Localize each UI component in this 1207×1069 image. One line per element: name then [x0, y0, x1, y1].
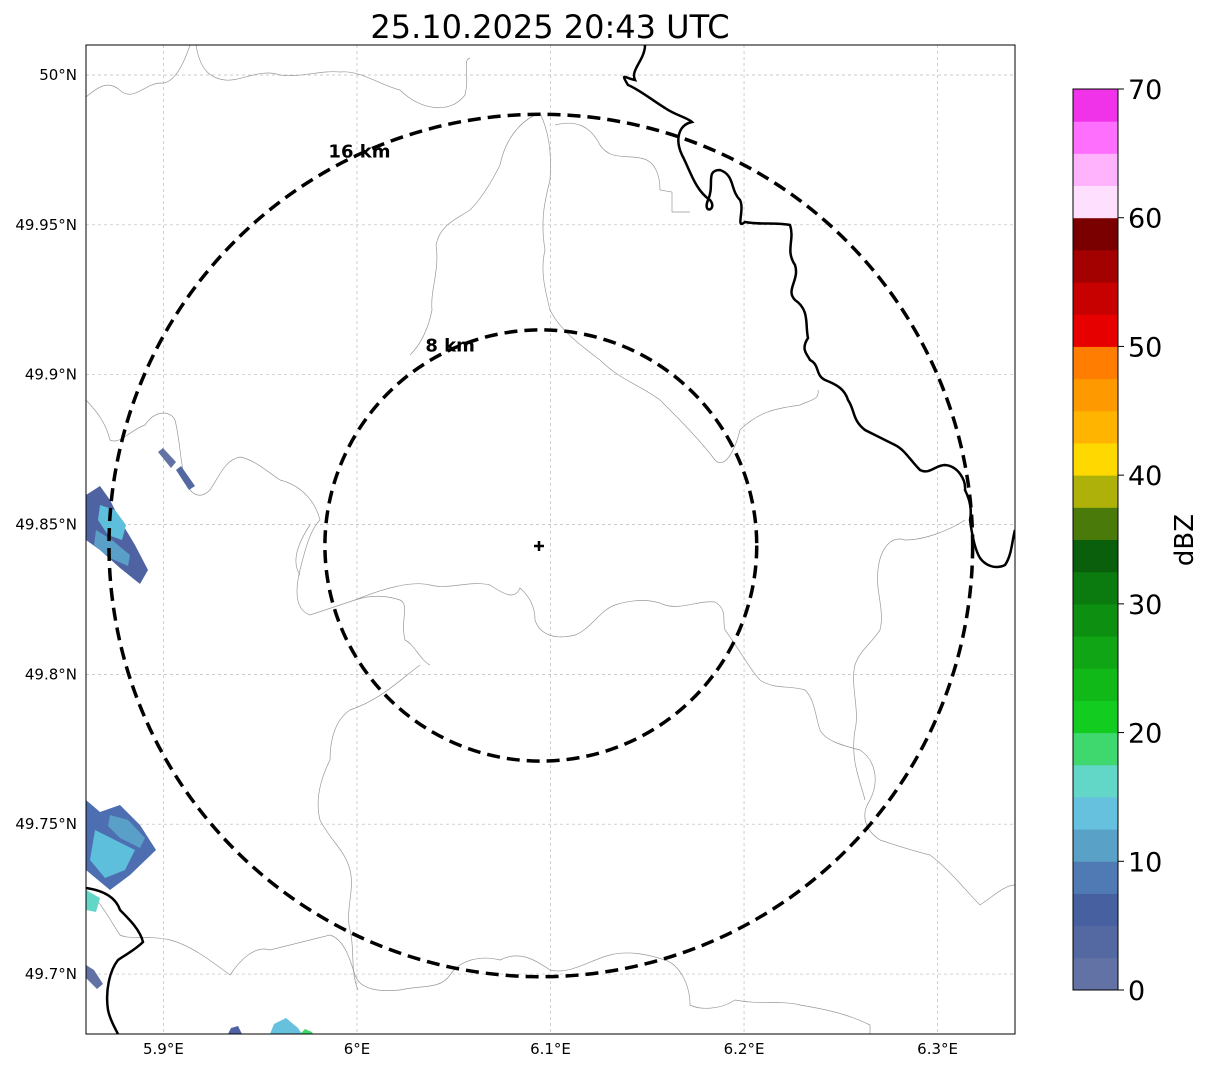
- colorbar-frame: [1072, 88, 1119, 991]
- colorbar-segment: [1073, 571, 1118, 605]
- colorbar-segment: [1073, 217, 1118, 251]
- rain-cell-sw-small: [86, 965, 103, 989]
- gridlines: [86, 45, 1015, 1034]
- country-borders: [86, 45, 1015, 1034]
- colorbar-tick-label: 40: [1128, 461, 1162, 492]
- colorbar-segment: [1073, 893, 1118, 927]
- latitude-tick-labels: 50°N 49.95°N 49.9°N 49.85°N 49.8°N 49.75°N 49.…: [15, 66, 77, 983]
- colorbar-ticks: 0 10 20 30 40 50 60 70: [1118, 75, 1162, 1007]
- colorbar-segment: [1073, 861, 1118, 894]
- colorbar-segment: [1073, 314, 1118, 347]
- border-north-east: [622, 45, 1015, 569]
- boundary-west-lobe: [86, 399, 431, 666]
- colorbar-segment: [1073, 442, 1118, 476]
- lat-tick-label: 49.7°N: [25, 965, 77, 983]
- colorbar-tick-label: 10: [1128, 847, 1162, 878]
- colorbar-segment: [1073, 539, 1118, 573]
- boundary-central-north: [409, 112, 541, 356]
- lon-tick-label: 6.2°E: [724, 1040, 765, 1058]
- colorbar-segment: [1073, 732, 1118, 766]
- colorbar-segment: [1073, 764, 1118, 798]
- lon-tick-label: 6°E: [344, 1040, 371, 1058]
- rain-cell-sw-edge: [86, 890, 100, 912]
- rain-cell-west-mid: [94, 530, 130, 566]
- colorbar-segment: [1073, 249, 1118, 283]
- colorbar-segment: [1073, 121, 1118, 154]
- colorbar-segments: [1073, 89, 1118, 991]
- lat-tick-label: 49.8°N: [25, 665, 77, 683]
- boundary-south-mid: [399, 952, 736, 1009]
- boundary-north-centre: [195, 45, 471, 108]
- colorbar-segment: [1073, 700, 1118, 734]
- boundary-south-east: [724, 629, 1015, 906]
- radar-site-marker: [534, 541, 544, 551]
- rain-cell-south-3: [300, 1029, 313, 1034]
- colorbar-segment: [1073, 925, 1118, 959]
- boundary-west-edge: [295, 524, 311, 576]
- colorbar-segment: [1073, 378, 1118, 412]
- lat-tick-label: 49.75°N: [15, 815, 77, 833]
- colorbar-segment: [1073, 796, 1118, 830]
- range-ring-16km: [107, 112, 975, 979]
- colorbar-tick-label: 20: [1128, 719, 1162, 750]
- map-title: 25.10.2025 20:43 UTC: [370, 8, 729, 46]
- range-ring-8km: [323, 328, 759, 763]
- boundary-central-spine: [539, 112, 819, 463]
- colorbar: 0 10 20 30 40 50 60 70 dBZ: [1072, 75, 1200, 1007]
- range-ring-label: 8 km: [425, 335, 475, 356]
- boundary-east: [853, 519, 966, 801]
- lat-tick-label: 50°N: [39, 66, 77, 84]
- colorbar-segment: [1073, 282, 1118, 315]
- colorbar-segment: [1073, 636, 1118, 669]
- rain-cells: [86, 448, 313, 1034]
- lat-tick-label: 49.85°N: [15, 516, 77, 534]
- admin-boundaries: [86, 45, 1015, 1034]
- boundary-central-south: [354, 583, 726, 638]
- rain-cell-sw-light: [90, 830, 135, 878]
- rain-cell-west-light: [98, 505, 126, 540]
- colorbar-segment: [1073, 346, 1118, 380]
- colorbar-segment: [1073, 829, 1118, 862]
- border-south-west: [86, 886, 145, 1034]
- colorbar-label: dBZ: [1170, 514, 1200, 566]
- rain-cell-sw-mid: [108, 815, 145, 848]
- rain-cell-south-2: [270, 1018, 302, 1034]
- colorbar-tick-label: 0: [1128, 976, 1145, 1007]
- rain-cell-small-1: [158, 448, 176, 468]
- map-frame: [85, 44, 1016, 1035]
- colorbar-segment: [1073, 668, 1118, 701]
- colorbar-segment: [1073, 153, 1118, 187]
- lon-tick-label: 6.1°E: [530, 1040, 571, 1058]
- map-area: 8 km 16 km: [86, 45, 1015, 1034]
- colorbar-tick-label: 70: [1128, 75, 1162, 106]
- colorbar-segment: [1073, 475, 1118, 508]
- colorbar-tick-label: 30: [1128, 590, 1162, 621]
- longitude-tick-labels: 5.9°E 6°E 6.1°E 6.2°E 6.3°E: [143, 1040, 958, 1058]
- lon-tick-label: 5.9°E: [143, 1040, 184, 1058]
- lat-tick-label: 49.95°N: [15, 216, 77, 234]
- lat-tick-label: 49.9°N: [25, 366, 77, 384]
- boundary-south-centre: [317, 664, 421, 991]
- colorbar-segment: [1073, 957, 1118, 991]
- colorbar-segment: [1073, 89, 1118, 122]
- boundary-north-west: [86, 45, 191, 98]
- colorbar-segment: [1073, 603, 1118, 637]
- rain-cell-small-2: [176, 466, 195, 490]
- boundary-north-east: [554, 122, 690, 213]
- colorbar-segment: [1073, 410, 1118, 444]
- colorbar-tick-label: 50: [1128, 332, 1162, 363]
- boundary-south-edge: [734, 999, 871, 1034]
- range-ring-label: 16 km: [328, 141, 390, 162]
- colorbar-segment: [1073, 185, 1118, 219]
- colorbar-segment: [1073, 507, 1118, 540]
- lon-tick-label: 6.3°E: [917, 1040, 958, 1058]
- rain-cell-south-1: [228, 1026, 242, 1034]
- range-rings: 8 km 16 km: [107, 112, 975, 979]
- colorbar-tick-label: 60: [1128, 204, 1162, 235]
